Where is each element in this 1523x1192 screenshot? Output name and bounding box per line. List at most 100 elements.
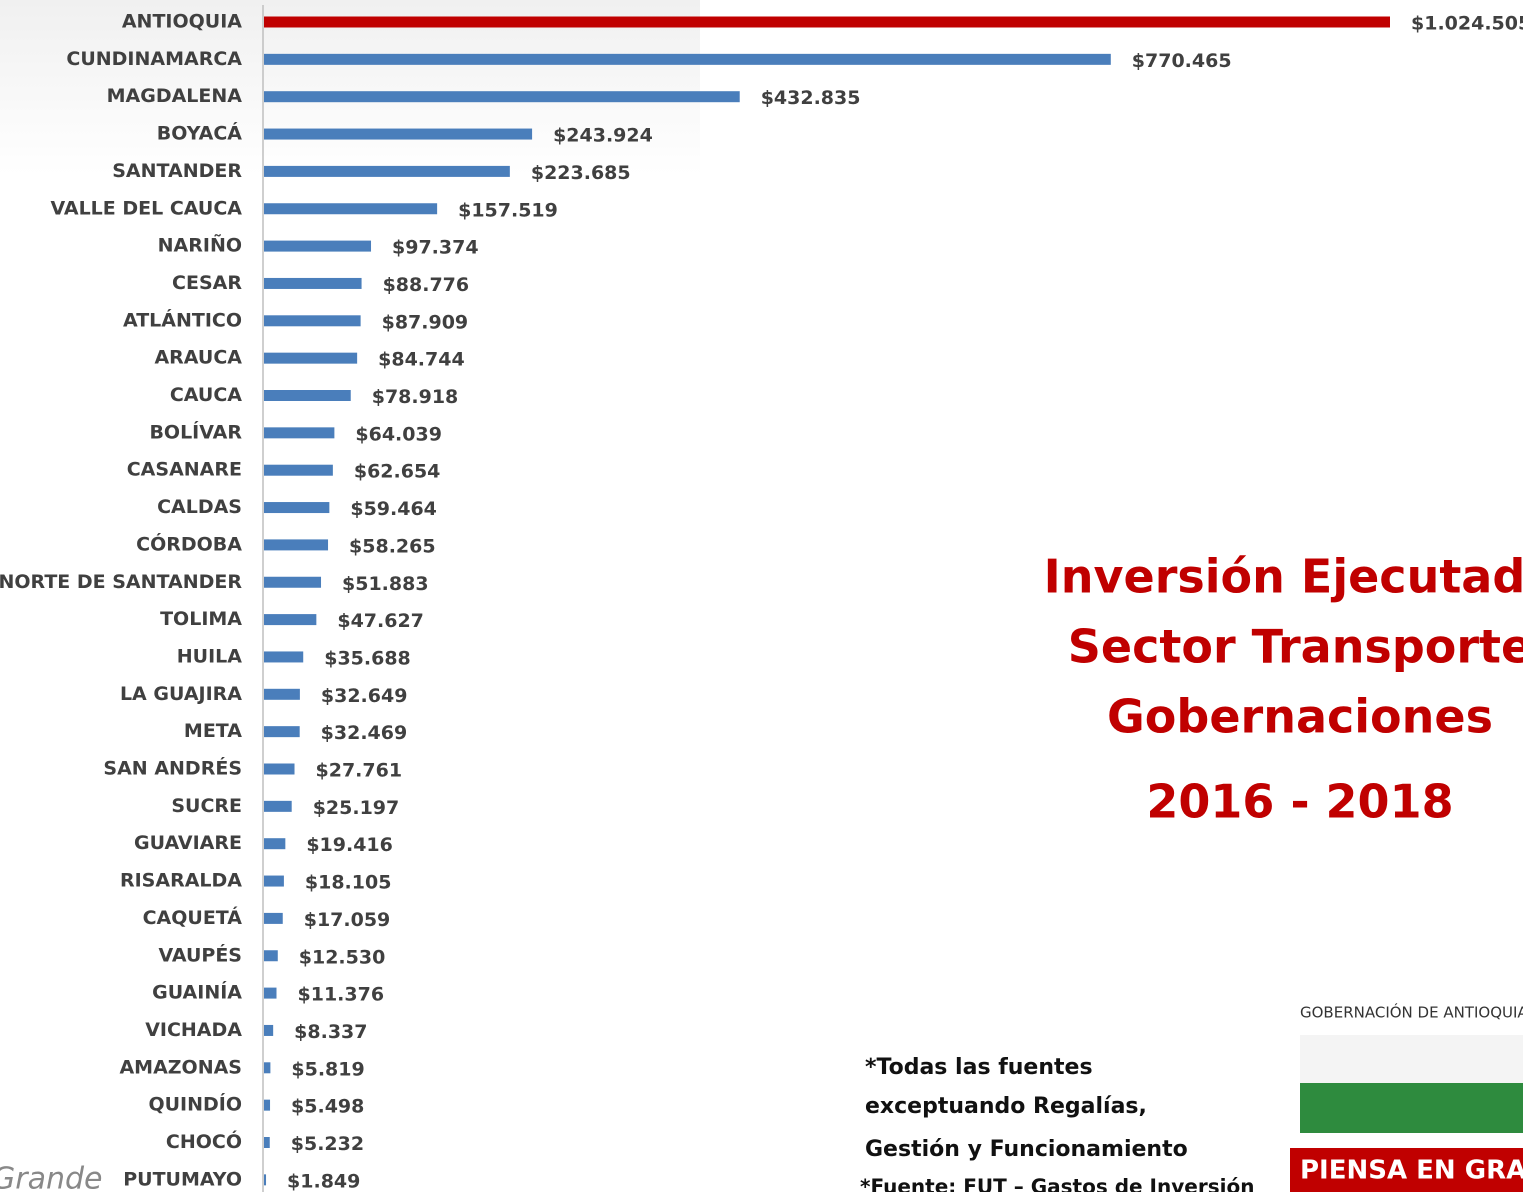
bar [264, 128, 533, 140]
value-label: $5.232 [291, 1133, 364, 1155]
category-label: LA GUAJIRA [120, 683, 242, 705]
bar [264, 875, 284, 887]
category-label: SAN ANDRÉS [103, 757, 242, 780]
value-label: $5.819 [291, 1058, 364, 1080]
chart-title: Sector Transporte [1068, 620, 1523, 674]
value-label: $78.918 [372, 386, 459, 408]
category-label: SANTANDER [112, 160, 242, 182]
value-label: $243.924 [553, 125, 653, 147]
bar [264, 1137, 270, 1148]
bar [264, 651, 304, 663]
category-label: PUTUMAYO [123, 1168, 242, 1190]
value-label: $157.519 [458, 199, 558, 221]
bar [264, 726, 300, 738]
category-label: ANTIOQUIA [122, 11, 242, 33]
bar [264, 203, 438, 215]
logo-banner [1290, 1148, 1523, 1192]
bar [264, 763, 295, 775]
bar [264, 352, 358, 364]
value-label: $432.835 [761, 87, 861, 109]
value-label: $223.685 [531, 162, 631, 184]
bar [264, 16, 1390, 28]
bar [264, 1024, 274, 1036]
note: Gestión y Funcionamiento [865, 1137, 1188, 1162]
category-label: NARIÑO [158, 233, 242, 257]
value-label: $87.909 [382, 311, 469, 333]
category-label: NORTE DE SANTANDER [0, 571, 242, 593]
bar [264, 427, 335, 439]
bar [264, 614, 317, 626]
note: *Fuente: FUT – Gastos de Inversión [860, 1175, 1254, 1192]
value-label: $58.265 [349, 535, 436, 557]
value-label: $27.761 [316, 760, 403, 782]
category-label: SUCRE [171, 795, 242, 817]
value-label: $64.039 [355, 423, 442, 445]
bar [264, 277, 362, 289]
bar [264, 838, 286, 850]
category-label: VICHADA [145, 1019, 242, 1041]
bar [264, 390, 351, 401]
value-label: $88.776 [383, 274, 470, 296]
category-label: GUAVIARE [134, 832, 242, 854]
value-label: $51.883 [342, 573, 429, 595]
category-label: MAGDALENA [107, 85, 243, 107]
category-label: RISARALDA [120, 870, 242, 892]
category-label: QUINDÍO [148, 1093, 242, 1116]
watermark: Grande [0, 1162, 102, 1192]
category-label: CÓRDOBA [136, 531, 242, 555]
category-label: CHOCÓ [166, 1129, 242, 1153]
bar [264, 315, 361, 327]
bar [264, 539, 329, 551]
bar [264, 950, 278, 962]
category-label: BOYACÁ [157, 122, 243, 145]
value-label: $12.530 [299, 946, 386, 968]
category-label: AMAZONAS [119, 1056, 242, 1078]
bar [264, 53, 1111, 65]
category-label: CAQUETÁ [143, 906, 243, 929]
category-label: VAUPÉS [158, 943, 242, 966]
category-label: CAUCA [170, 384, 242, 406]
logo-banner-text: PIENSA EN GRANDE [1300, 1156, 1523, 1186]
value-label: $32.649 [321, 685, 408, 707]
bar [264, 502, 330, 514]
bar [264, 1174, 267, 1186]
value-label: $62.654 [354, 461, 441, 483]
value-label: $8.337 [294, 1021, 367, 1043]
category-label: CESAR [172, 272, 242, 294]
bar [264, 165, 510, 177]
bar [264, 464, 333, 476]
category-label: BOLÍVAR [149, 420, 242, 443]
value-label: $1.849 [287, 1170, 360, 1192]
chart-title: 2016 - 2018 [1146, 775, 1453, 829]
bar [264, 91, 740, 103]
note: *Todas las fuentes [865, 1055, 1093, 1080]
flag-green [1300, 1083, 1523, 1133]
value-label: $97.374 [392, 237, 479, 259]
value-label: $19.416 [306, 834, 393, 856]
category-label: TOLIMA [160, 608, 242, 630]
bar [264, 1062, 271, 1074]
category-label: CUNDINAMARCA [66, 48, 242, 70]
value-label: $59.464 [350, 498, 437, 520]
category-label: GUAINÍA [152, 981, 242, 1004]
chart-title: Gobernaciones [1107, 690, 1493, 744]
bar [264, 240, 372, 252]
category-label: CALDAS [157, 496, 242, 518]
value-label: $84.744 [378, 349, 465, 371]
category-label: VALLE DEL CAUCA [50, 197, 242, 219]
bar [264, 912, 283, 924]
category-label: ATLÁNTICO [123, 308, 242, 331]
bar [264, 576, 322, 588]
bar [264, 688, 300, 700]
value-label: $25.197 [313, 797, 400, 819]
value-label: $1.024.505 [1411, 13, 1523, 35]
value-label: $18.105 [305, 872, 392, 894]
value-label: $47.627 [337, 610, 424, 632]
category-label: ARAUCA [154, 347, 242, 369]
value-label: $770.465 [1132, 50, 1232, 72]
value-label: $11.376 [298, 984, 385, 1006]
note: exceptuando Regalías, [865, 1094, 1147, 1119]
bar [264, 1099, 271, 1111]
